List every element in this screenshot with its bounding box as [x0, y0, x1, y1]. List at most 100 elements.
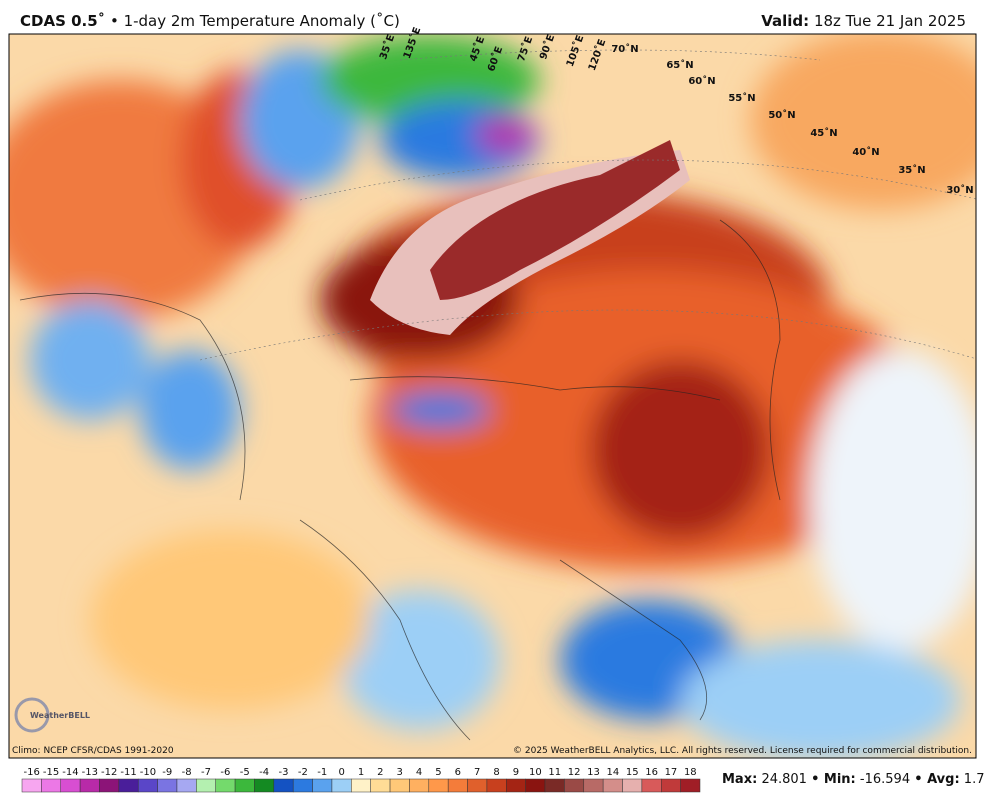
colorbar-label: -4 [259, 767, 269, 778]
colorbar-label: -3 [279, 767, 289, 778]
color-swatch [118, 778, 139, 793]
lat-label: 40˚N [852, 146, 879, 158]
color-swatch [60, 778, 81, 793]
colorbar-label: 15 [626, 767, 639, 778]
anomaly-field [9, 34, 976, 758]
color-swatch [21, 778, 42, 793]
color-swatch [409, 778, 430, 793]
color-swatch [661, 778, 681, 793]
color-swatch [602, 778, 623, 793]
colorbar-label: 14 [606, 767, 619, 778]
colorbar-label: -8 [182, 767, 192, 778]
colorbar-label: -11 [120, 767, 136, 778]
colorbar-label: 17 [665, 767, 678, 778]
color-swatch [312, 778, 333, 793]
map-frame [8, 33, 977, 759]
color-swatch [641, 778, 662, 793]
colorbar-label: -6 [220, 767, 230, 778]
colorbar-label: 1 [358, 767, 364, 778]
lat-label: 55˚N [728, 92, 755, 104]
colorbar-label: 9 [513, 767, 519, 778]
colorbar-label: -15 [43, 767, 59, 778]
color-swatch [622, 778, 643, 793]
copyright: © 2025 WeatherBELL Analytics, LLC. All r… [513, 746, 972, 756]
logo: WeatherBELL [30, 711, 90, 720]
colorbar-label: 4 [416, 767, 422, 778]
colorbar-label: -13 [82, 767, 98, 778]
stats: Max: 24.801 • Min: -16.594 • Avg: 1.742 [722, 772, 984, 787]
colorbar-label: 12 [568, 767, 581, 778]
colorbar-label: -14 [62, 767, 78, 778]
colorbar-label: 18 [684, 767, 697, 778]
colorbar-label: -10 [140, 767, 156, 778]
colorbar-label: 5 [435, 767, 441, 778]
colorbar-label: -16 [24, 767, 40, 778]
lat-label: 65˚N [666, 59, 693, 71]
title-rest: • 1-day 2m Temperature Anomaly (˚C) [109, 12, 400, 30]
color-swatch [196, 778, 216, 793]
color-swatch [583, 778, 604, 793]
colorbar-label: 16 [645, 767, 658, 778]
lat-label: 50˚N [768, 109, 795, 121]
colorbar-label: 13 [587, 767, 600, 778]
color-swatch [254, 778, 275, 793]
color-swatch [428, 778, 449, 793]
climo: Climo: NCEP CFSR/CDAS 1991-2020 [12, 746, 174, 756]
valid-label: Valid: [761, 12, 810, 30]
colorbar-label: 6 [455, 767, 461, 778]
colorbar-label: -12 [101, 767, 117, 778]
color-swatch [41, 778, 61, 793]
stat-label: Max: [722, 772, 758, 787]
lat-label: 35˚N [898, 164, 925, 176]
colorbar-label: -5 [240, 767, 250, 778]
color-swatch [176, 778, 197, 793]
valid: Valid: 18z Tue 21 Jan 2025 [761, 12, 966, 30]
color-swatch [506, 778, 526, 793]
colorbar-label: 7 [474, 767, 480, 778]
color-swatch [680, 778, 701, 793]
stat-label: • Avg: [914, 772, 960, 787]
color-swatch [331, 778, 352, 793]
color-swatch [273, 778, 294, 793]
logo-mark [14, 697, 50, 733]
title-bold: CDAS 0.5˚ [20, 12, 106, 30]
color-swatch [370, 778, 391, 793]
color-swatch [447, 778, 468, 793]
stat-value: 24.801 [761, 772, 807, 787]
color-swatch [157, 778, 178, 793]
color-swatch [525, 778, 546, 793]
color-swatch [234, 778, 255, 793]
color-swatch [215, 778, 236, 793]
lat-label: 45˚N [810, 127, 837, 139]
color-swatch [564, 778, 585, 793]
colorbar-label: -2 [298, 767, 308, 778]
lat-label: 30˚N [946, 184, 973, 196]
colorbar-label: 8 [493, 767, 499, 778]
color-swatch [79, 778, 100, 793]
color-swatch [467, 778, 488, 793]
colorbar-label: 2 [377, 767, 383, 778]
title: CDAS 0.5˚ • 1-day 2m Temperature Anomaly… [20, 12, 400, 30]
colorbar-label: 11 [548, 767, 561, 778]
colorbar-label: 0 [338, 767, 344, 778]
colorbar-label: -9 [162, 767, 172, 778]
stat-value: 1.742 [963, 772, 984, 787]
color-swatch [137, 778, 158, 793]
colorbar-label: 10 [529, 767, 542, 778]
colorbar-label: -1 [317, 767, 327, 778]
stat-value: -16.594 [859, 772, 911, 787]
color-swatch [389, 778, 410, 793]
stat-label: • Min: [811, 772, 856, 787]
color-swatch [292, 778, 313, 793]
colorbar-label: 3 [397, 767, 403, 778]
color-swatch [99, 778, 120, 793]
lat-label: 70˚N [611, 43, 638, 55]
valid-time: 18z Tue 21 Jan 2025 [813, 12, 966, 30]
colorbar-label: -7 [201, 767, 211, 778]
lat-label: 60˚N [688, 75, 715, 87]
color-swatch [486, 778, 507, 793]
color-swatch [351, 778, 371, 793]
color-swatch [544, 778, 565, 793]
